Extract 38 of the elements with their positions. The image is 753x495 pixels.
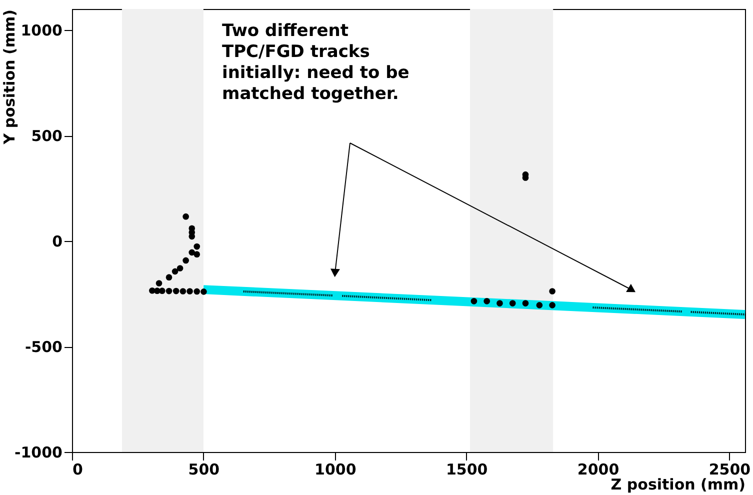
- point: [188, 249, 196, 256]
- point: [172, 288, 180, 294]
- point: [549, 288, 556, 294]
- point: [470, 298, 478, 304]
- x-tick-label: 2500: [708, 460, 751, 478]
- x-axis-title: Z position (mm): [610, 476, 746, 494]
- y-tick-label: -1000: [14, 444, 62, 462]
- y-tick-label: 0: [52, 232, 62, 251]
- point: [194, 251, 200, 258]
- point: [200, 288, 207, 295]
- point: [156, 280, 162, 286]
- annotation: Two different TPC/FGD tracks initially: need to be matched together.: [222, 21, 410, 104]
- x-tick-label: 2000: [577, 460, 620, 478]
- y-axis-title: Y position (mm): [0, 10, 18, 146]
- point: [194, 243, 200, 250]
- y-tick-label: 1000: [20, 22, 62, 40]
- point: [509, 300, 516, 306]
- point: [496, 300, 503, 306]
- x-tick-label: 0: [72, 460, 83, 478]
- point: [159, 288, 166, 294]
- point: [180, 288, 186, 294]
- point: [536, 302, 543, 308]
- x-tick-label: 500: [188, 460, 220, 478]
- point: [522, 300, 529, 306]
- point: [182, 257, 189, 264]
- x-tick-label: 1000: [314, 460, 356, 478]
- point: [186, 288, 193, 294]
- point: [166, 274, 172, 280]
- y-tick-label: 500: [31, 127, 62, 146]
- point: [182, 213, 189, 220]
- x-tick-label: 1500: [446, 460, 488, 478]
- point: [549, 302, 556, 308]
- point: [166, 288, 172, 294]
- point: [172, 268, 178, 275]
- y-tick-label: -500: [24, 338, 62, 356]
- point: [484, 298, 490, 304]
- point: [194, 288, 200, 295]
- point: [176, 265, 184, 272]
